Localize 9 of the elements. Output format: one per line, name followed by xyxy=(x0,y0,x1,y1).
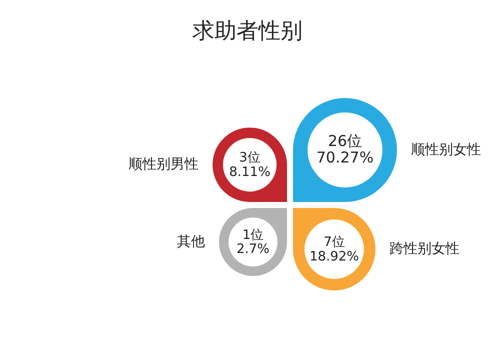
data-label: 1位 2.7% xyxy=(236,227,270,257)
data-label: 26位 70.27% xyxy=(316,132,374,166)
category-label: 其他 xyxy=(177,234,205,250)
data-label: 7位 18.92% xyxy=(309,234,360,264)
category-label: 顺性别女性 xyxy=(411,142,481,158)
data-label: 3位 8.11% xyxy=(229,150,270,180)
category-label: 跨性别女性 xyxy=(389,241,460,258)
category-label: 顺性别男性 xyxy=(128,156,199,173)
text: 求助者性别 xyxy=(192,19,302,44)
